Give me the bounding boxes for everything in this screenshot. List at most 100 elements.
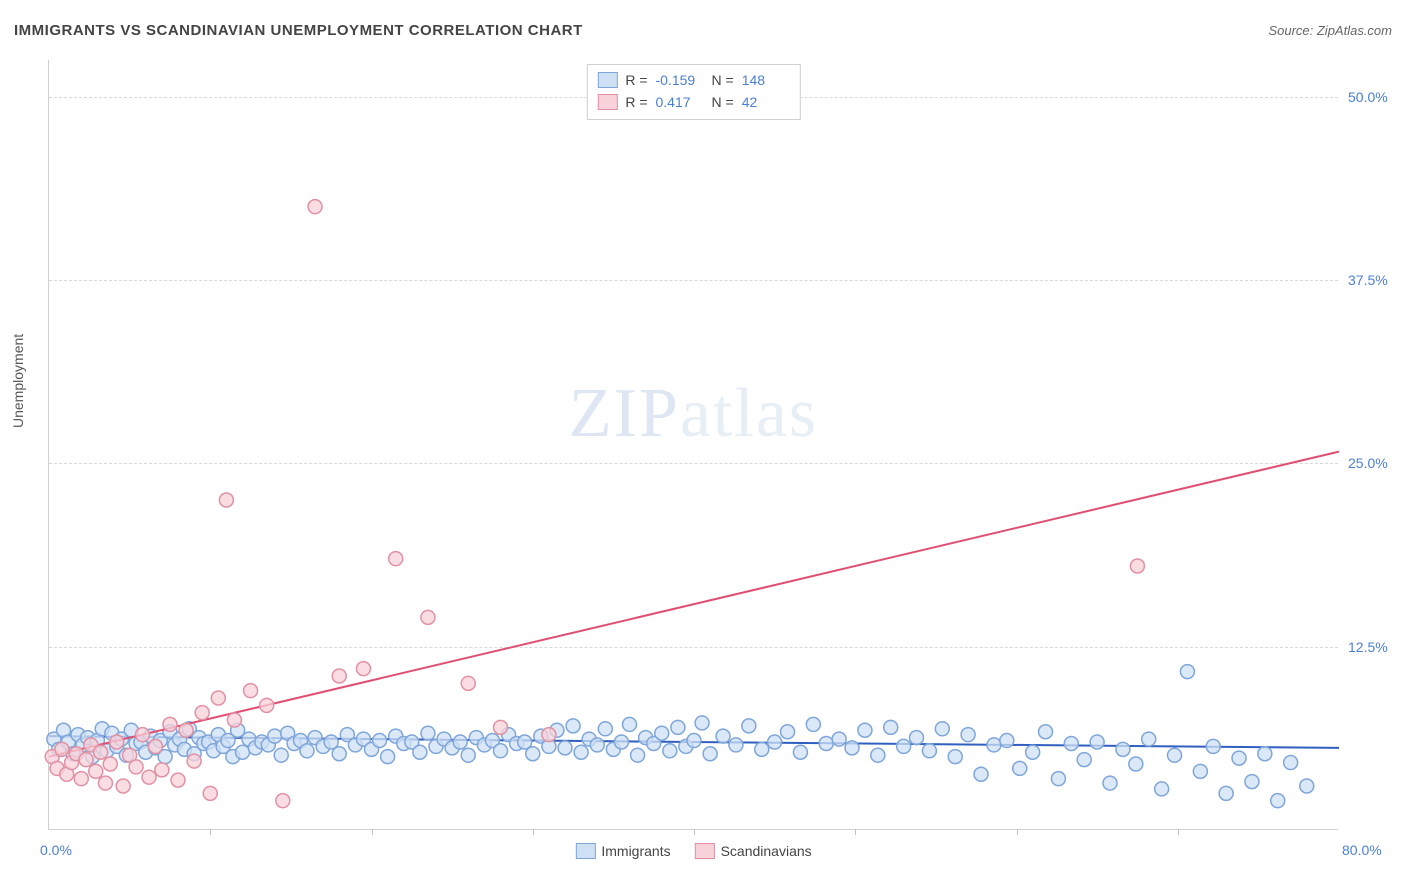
data-point — [598, 722, 612, 736]
data-point — [631, 748, 645, 762]
data-point — [1142, 732, 1156, 746]
data-point — [884, 720, 898, 734]
data-point — [94, 745, 108, 759]
data-point — [381, 750, 395, 764]
data-point — [948, 750, 962, 764]
y-tick-label: 37.5% — [1348, 272, 1388, 288]
data-point — [74, 772, 88, 786]
y-tick-label: 12.5% — [1348, 639, 1388, 655]
legend-swatch — [597, 94, 617, 110]
data-point — [755, 742, 769, 756]
data-point — [1039, 725, 1053, 739]
legend-r-value: 0.417 — [656, 91, 704, 113]
data-point — [526, 747, 540, 761]
data-point — [910, 731, 924, 745]
x-min-label: 0.0% — [40, 842, 72, 858]
data-point — [79, 753, 93, 767]
x-tick — [1017, 829, 1018, 835]
legend-r-label: R = — [625, 91, 647, 113]
x-tick — [1178, 829, 1179, 835]
data-point — [566, 719, 580, 733]
source-label: Source: ZipAtlas.com — [1268, 23, 1392, 38]
data-point — [1219, 786, 1233, 800]
data-point — [1168, 748, 1182, 762]
data-point — [1064, 736, 1078, 750]
data-point — [961, 728, 975, 742]
data-point — [781, 725, 795, 739]
data-point — [494, 744, 508, 758]
data-point — [453, 735, 467, 749]
data-point — [1155, 782, 1169, 796]
data-point — [163, 717, 177, 731]
trend-line — [49, 452, 1339, 757]
data-point — [421, 610, 435, 624]
data-point — [663, 744, 677, 758]
legend-swatch — [597, 72, 617, 88]
data-point — [871, 748, 885, 762]
legend-n-label: N = — [712, 91, 734, 113]
x-tick — [694, 829, 695, 835]
data-point — [1232, 751, 1246, 765]
data-point — [389, 552, 403, 566]
data-point — [55, 742, 69, 756]
data-point — [136, 728, 150, 742]
data-point — [974, 767, 988, 781]
legend-series: ImmigrantsScandinavians — [575, 843, 811, 859]
data-point — [244, 684, 258, 698]
scatter-chart — [49, 60, 1338, 829]
data-point — [671, 720, 685, 734]
data-point — [614, 735, 628, 749]
data-point — [987, 738, 1001, 752]
data-point — [155, 763, 169, 777]
data-point — [1271, 794, 1285, 808]
legend-swatch — [695, 843, 715, 859]
data-point — [1051, 772, 1065, 786]
data-point — [1284, 756, 1298, 770]
header: IMMIGRANTS VS SCANDINAVIAN UNEMPLOYMENT … — [14, 22, 1392, 39]
data-point — [195, 706, 209, 720]
data-point — [332, 669, 346, 683]
data-point — [373, 734, 387, 748]
data-point — [793, 745, 807, 759]
legend-r-label: R = — [625, 69, 647, 91]
data-point — [461, 748, 475, 762]
data-point — [1206, 739, 1220, 753]
data-point — [1026, 745, 1040, 759]
data-point — [1116, 742, 1130, 756]
data-point — [276, 794, 290, 808]
legend-series-item: Scandinavians — [695, 843, 812, 859]
data-point — [300, 744, 314, 758]
data-point — [1000, 734, 1014, 748]
data-point — [268, 729, 282, 743]
data-point — [187, 754, 201, 768]
data-point — [1103, 776, 1117, 790]
data-point — [897, 739, 911, 753]
x-tick — [855, 829, 856, 835]
data-point — [922, 744, 936, 758]
x-max-label: 80.0% — [1342, 842, 1382, 858]
plot-area: ZIPatlas R =-0.159N =148R =0.417N =42 Im… — [48, 60, 1338, 830]
data-point — [116, 779, 130, 793]
data-point — [211, 691, 225, 705]
data-point — [1245, 775, 1259, 789]
data-point — [413, 745, 427, 759]
data-point — [542, 728, 556, 742]
data-point — [1258, 747, 1272, 761]
data-point — [703, 747, 717, 761]
data-point — [716, 729, 730, 743]
data-point — [574, 745, 588, 759]
data-point — [655, 726, 669, 740]
data-point — [742, 719, 756, 733]
y-tick-label: 50.0% — [1348, 89, 1388, 105]
data-point — [845, 741, 859, 755]
data-point — [332, 747, 346, 761]
data-point — [695, 716, 709, 730]
data-point — [219, 493, 233, 507]
data-point — [590, 738, 604, 752]
data-point — [110, 735, 124, 749]
legend-n-label: N = — [712, 69, 734, 91]
data-point — [1129, 757, 1143, 771]
data-point — [832, 732, 846, 746]
data-point — [935, 722, 949, 736]
data-point — [768, 735, 782, 749]
